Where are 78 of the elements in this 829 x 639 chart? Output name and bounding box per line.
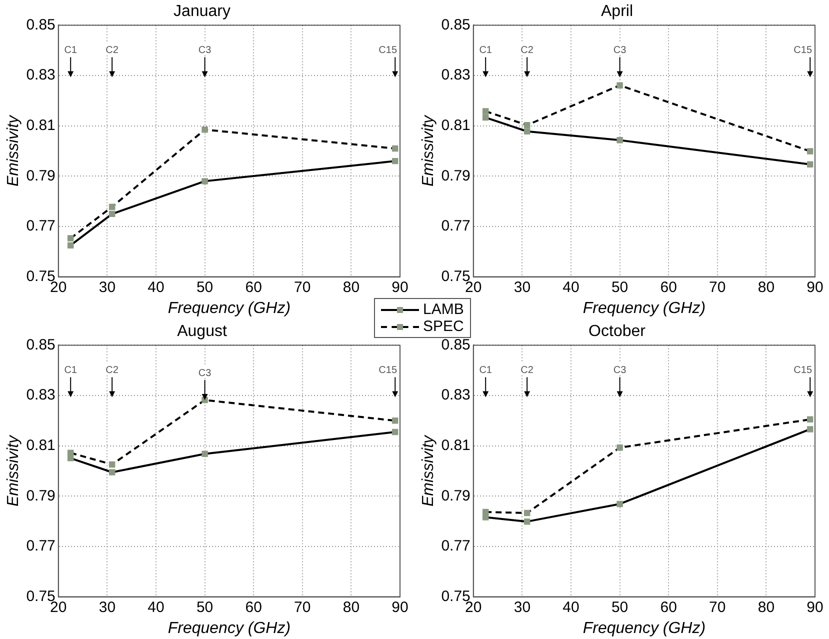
annotation: C3 xyxy=(613,364,627,376)
x-tick-label: 80 xyxy=(342,278,360,296)
x-tick-label: 80 xyxy=(758,598,775,616)
y-axis-title: Emissivity xyxy=(5,434,22,507)
x-tick-label: 50 xyxy=(196,598,214,616)
y-tick-label: 0.79 xyxy=(441,167,470,184)
y-tick-label: 0.81 xyxy=(26,116,56,134)
x-tick-label: 70 xyxy=(709,278,726,296)
legend-label: SPEC xyxy=(423,318,464,335)
x-axis-title: Frequency (GHz) xyxy=(168,620,291,637)
x-tick-label: 90 xyxy=(392,598,408,616)
x-tick-label: 90 xyxy=(806,278,824,296)
y-tick-label: 0.85 xyxy=(26,16,56,34)
y-tick-label: 0.77 xyxy=(26,538,56,555)
x-axis-title: Frequency (GHz) xyxy=(168,300,291,317)
x-tick-label: 60 xyxy=(245,598,262,616)
annotation: C3 xyxy=(613,44,627,56)
annotation: C2 xyxy=(520,364,534,376)
x-tick-label: 60 xyxy=(660,598,677,616)
annotation: C15 xyxy=(378,44,398,56)
x-tick-label: 60 xyxy=(245,278,262,296)
y-tick-label: 0.79 xyxy=(26,167,56,184)
annotation: C15 xyxy=(794,364,812,376)
x-tick-label: 50 xyxy=(611,598,628,616)
y-tick-label: 0.77 xyxy=(26,218,56,235)
x-tick-label: 90 xyxy=(806,598,824,616)
x-tick-label: 40 xyxy=(562,278,580,296)
annotation: C3 xyxy=(198,368,212,379)
annotation: C15 xyxy=(794,44,812,56)
y-tick-label: 0.83 xyxy=(26,386,56,404)
x-tick-label: 70 xyxy=(294,598,311,616)
x-tick-label: 70 xyxy=(294,278,311,296)
x-tick-label: 30 xyxy=(98,598,116,616)
x-tick-label: 40 xyxy=(148,278,164,296)
y-tick-label: 0.77 xyxy=(441,218,470,235)
annotation: C2 xyxy=(520,44,534,56)
x-tick-label: 50 xyxy=(196,278,214,296)
annotation: C1 xyxy=(64,364,78,376)
x-tick-label: 30 xyxy=(514,278,531,296)
y-tick-label: 0.77 xyxy=(441,538,470,555)
x-tick-label: 30 xyxy=(514,598,531,616)
annotation: C1 xyxy=(479,364,492,376)
y-tick-label: 0.85 xyxy=(26,336,56,354)
annotation: C1 xyxy=(479,44,492,56)
annotation: C2 xyxy=(106,44,119,56)
y-tick-label: 0.85 xyxy=(441,16,470,34)
x-tick-label: 50 xyxy=(611,278,628,296)
y-tick-label: 0.85 xyxy=(441,336,470,354)
x-tick-label: 70 xyxy=(709,598,726,616)
y-axis-title: Emissivity xyxy=(420,114,438,187)
legend-label: LAMB xyxy=(423,301,464,318)
chart-title: April xyxy=(600,3,634,20)
chart-title: August xyxy=(177,323,228,340)
annotation: C15 xyxy=(378,364,398,376)
x-axis-title: Frequency (GHz) xyxy=(582,620,706,637)
chart-title: October xyxy=(588,323,646,340)
x-tick-label: 90 xyxy=(392,278,408,296)
annotation: C3 xyxy=(198,44,212,56)
y-tick-label: 0.81 xyxy=(26,436,56,454)
x-tick-label: 60 xyxy=(660,278,677,296)
x-tick-label: 80 xyxy=(342,598,360,616)
annotation: C2 xyxy=(106,364,119,376)
x-tick-label: 40 xyxy=(562,598,580,616)
x-tick-label: 80 xyxy=(758,278,775,296)
y-axis-title: Emissivity xyxy=(420,434,438,507)
y-tick-label: 0.79 xyxy=(26,487,56,504)
y-tick-label: 0.83 xyxy=(441,386,470,404)
chart-title: January xyxy=(174,3,230,20)
x-tick-label: 40 xyxy=(148,598,164,616)
y-tick-label: 0.81 xyxy=(441,436,470,454)
annotation: C1 xyxy=(64,44,78,56)
y-tick-label: 0.83 xyxy=(26,66,56,84)
y-tick-label: 0.83 xyxy=(441,66,470,84)
x-axis-title: Frequency (GHz) xyxy=(582,300,706,317)
y-tick-label: 0.81 xyxy=(441,116,470,134)
x-tick-label: 30 xyxy=(98,278,116,296)
y-axis-title: Emissivity xyxy=(5,114,22,187)
y-tick-label: 0.79 xyxy=(441,487,470,504)
